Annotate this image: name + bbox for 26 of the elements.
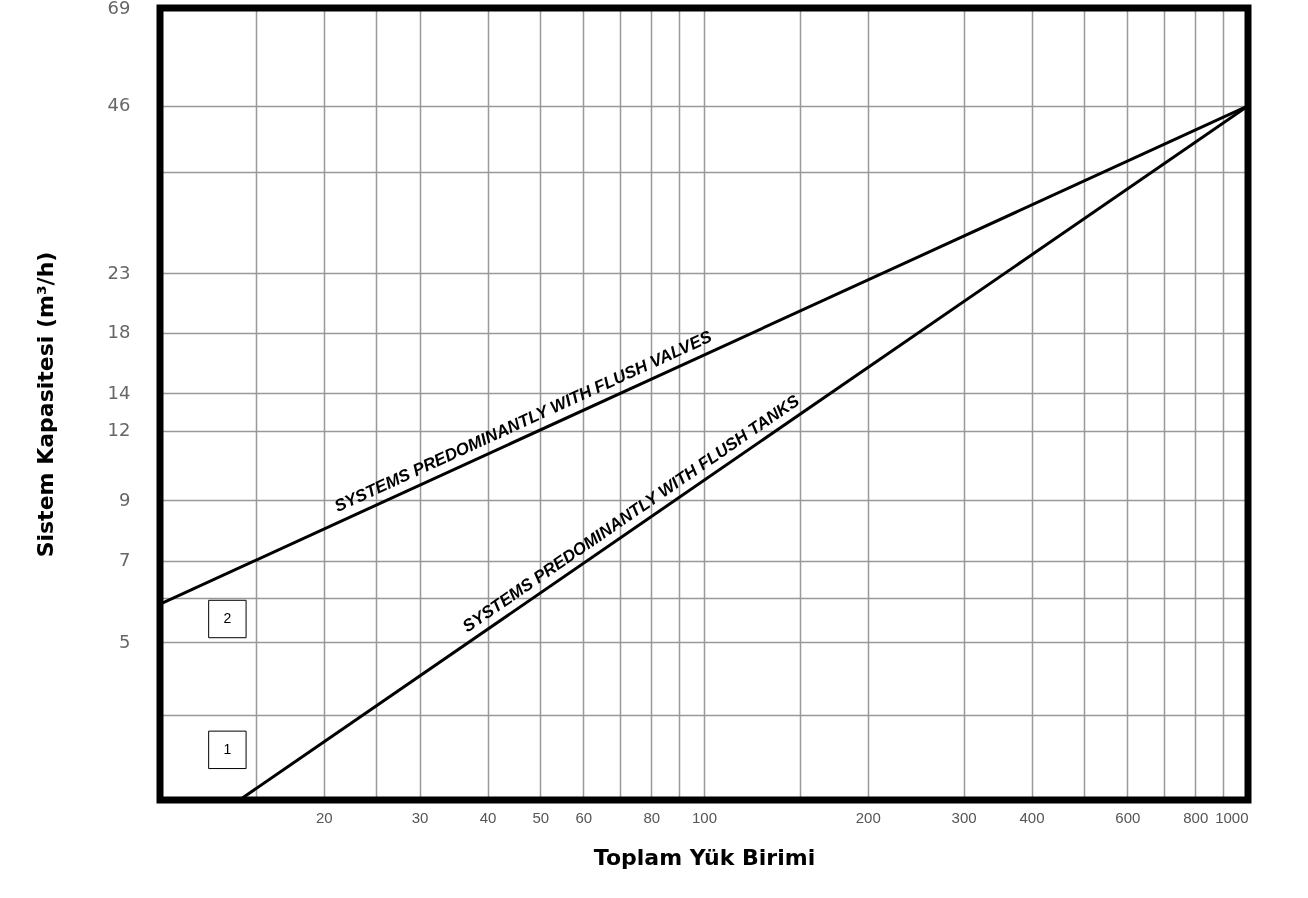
x-tick-label: 80: [643, 808, 661, 826]
y-tick-label: 9: [119, 488, 131, 510]
x-tick-label: 800: [1183, 808, 1209, 826]
y-tick-label: 5: [119, 630, 131, 652]
y-tick-label: 14: [107, 381, 131, 403]
x-tick-label: 1000: [1215, 808, 1249, 826]
x-tick-label: 60: [575, 808, 593, 826]
x-tick-label: 40: [479, 808, 497, 826]
x-tick-label: 600: [1115, 808, 1141, 826]
x-tick-label: 20: [315, 808, 333, 826]
x-axis-title: Toplam Yük Birimi: [593, 844, 816, 870]
y-tick-label: 18: [107, 321, 131, 343]
x-tick-label: 400: [1019, 808, 1045, 826]
annotation: 2: [223, 610, 232, 627]
x-tick-label: 300: [951, 808, 977, 826]
y-tick-label: 69: [107, 0, 131, 18]
annotation: 1: [223, 740, 232, 757]
y-axis-title: Sistem Kapasitesi (m³/h): [32, 251, 58, 558]
y-tick-label: 46: [107, 94, 131, 116]
y-tick-label: 12: [107, 419, 131, 441]
x-tick-label: 200: [855, 808, 881, 826]
y-tick-label: 7: [119, 549, 131, 571]
x-tick-label: 30: [411, 808, 429, 826]
y-tick-label: 23: [107, 261, 131, 283]
x-tick-label: 100: [691, 808, 718, 826]
x-tick-label: 50: [532, 808, 550, 826]
